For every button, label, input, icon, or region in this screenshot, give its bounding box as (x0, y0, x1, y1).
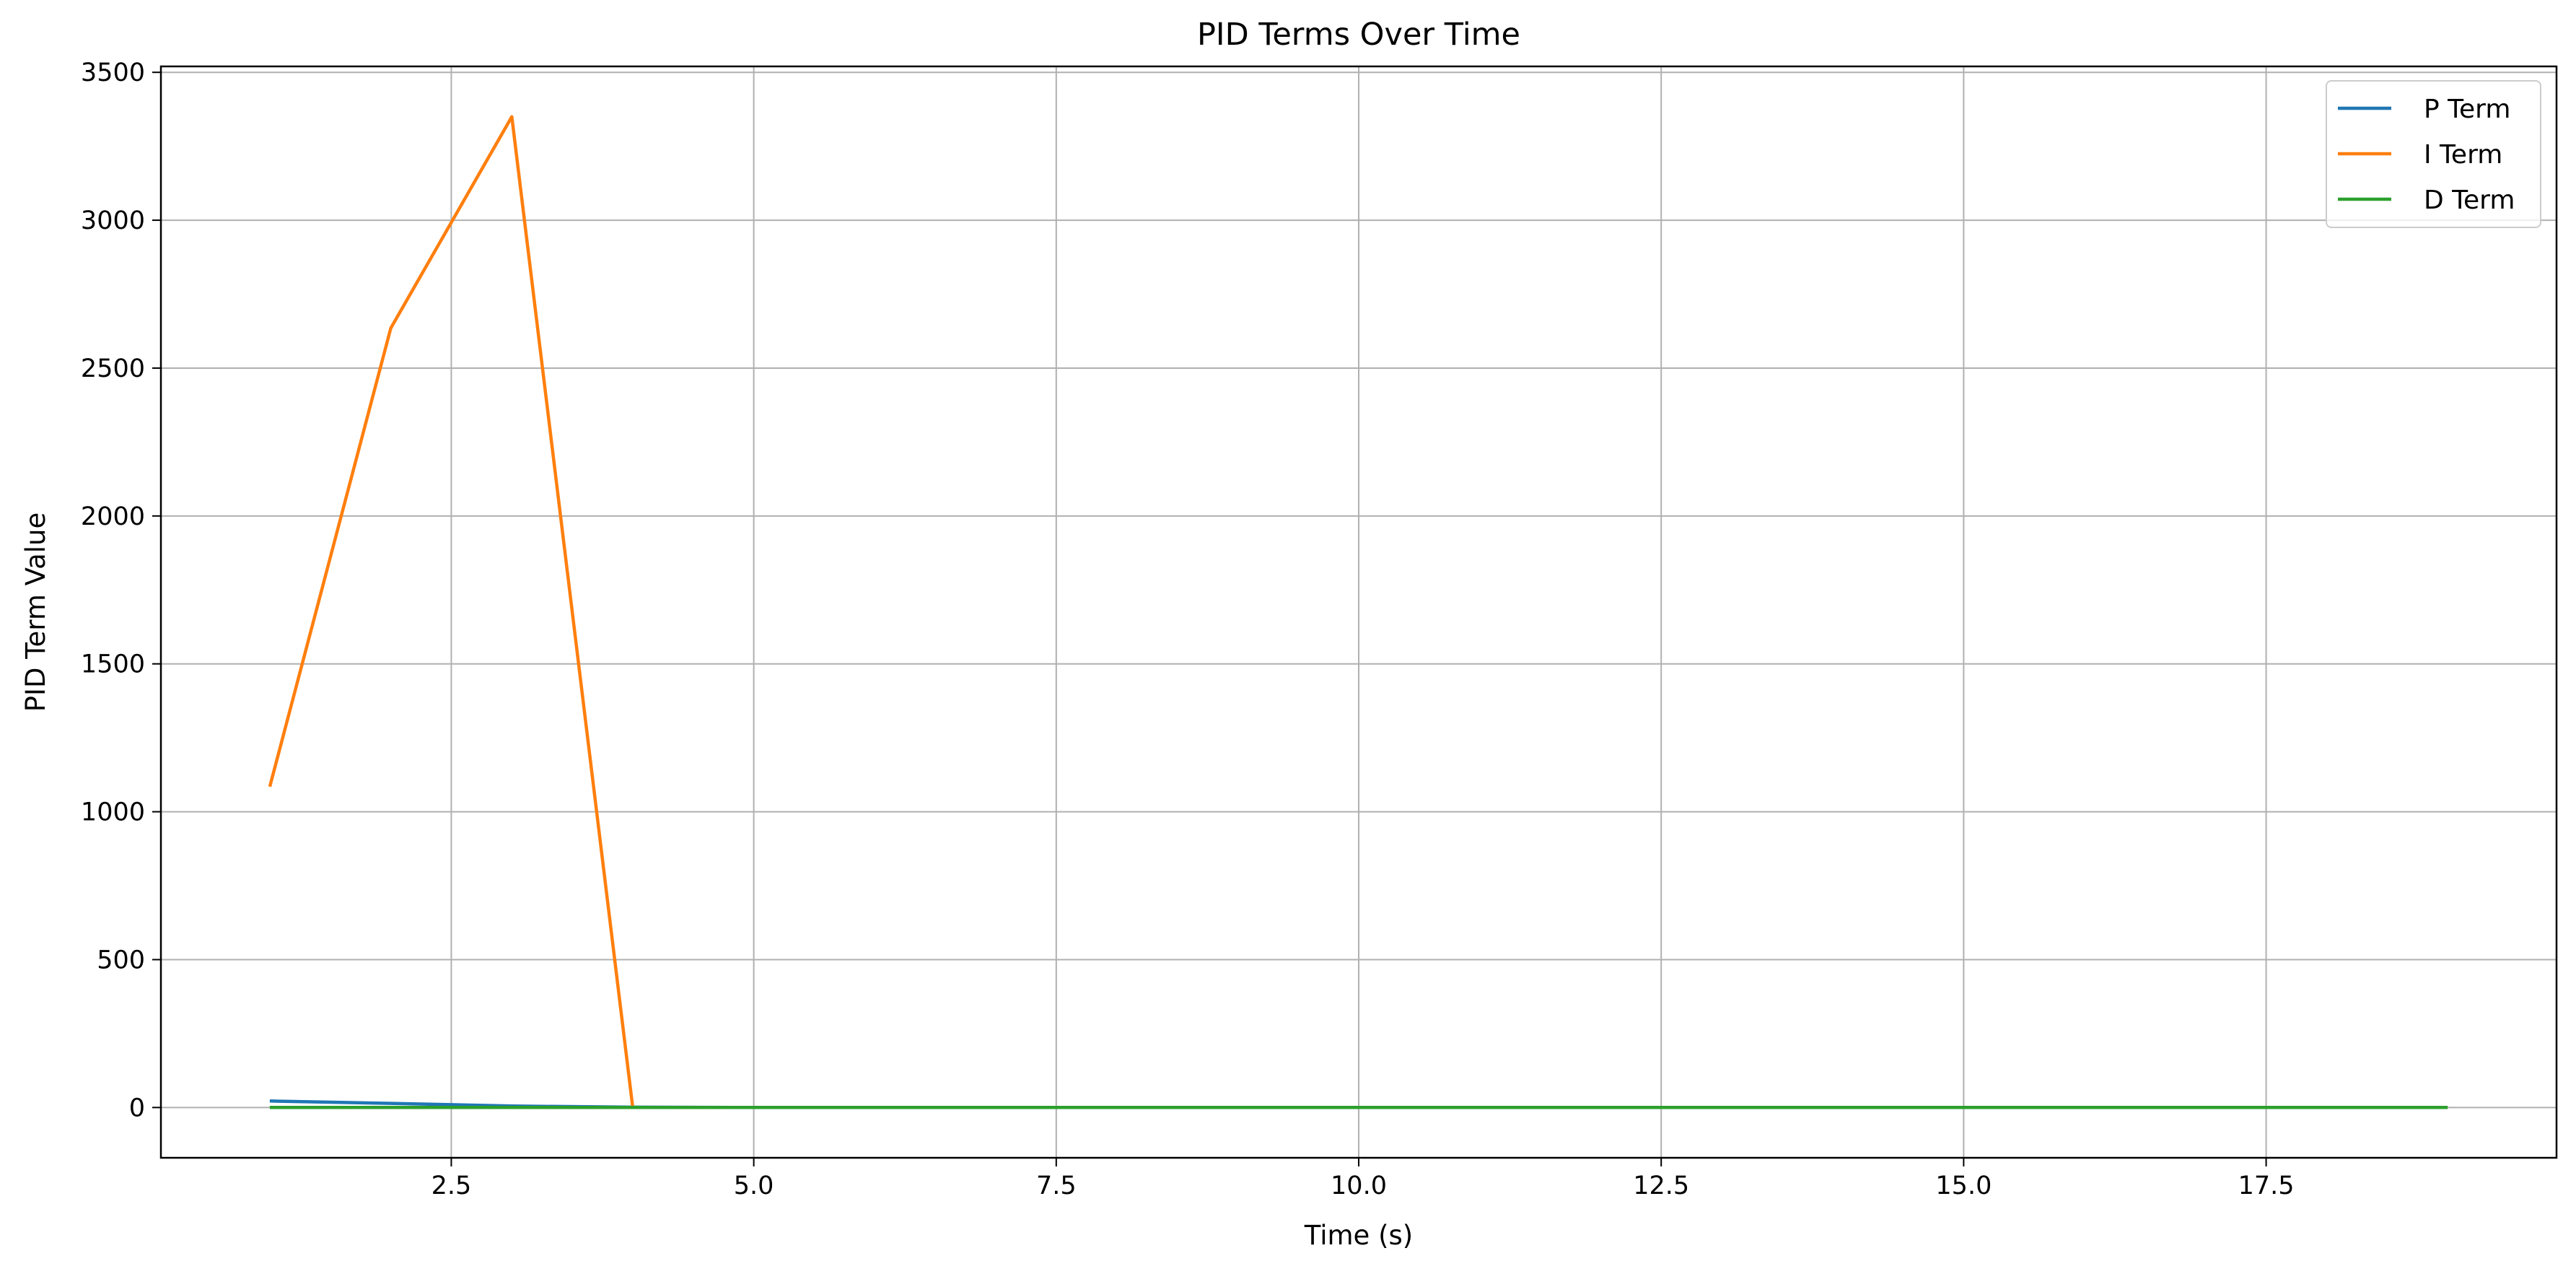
x-axis-label: Time (s) (1304, 1220, 1413, 1251)
y-tick-label: 2000 (81, 502, 145, 531)
y-axis: 0 500 1000 1500 2000 2500 3000 3500 (81, 58, 161, 1122)
y-tick-label: 2500 (81, 354, 145, 383)
x-axis: 2.5 5.0 7.5 10.0 12.5 15.0 17.5 (431, 1158, 2295, 1200)
legend-label-d-term: D Term (2424, 186, 2515, 215)
x-tick-label: 2.5 (431, 1172, 472, 1200)
y-tick-label: 0 (129, 1094, 145, 1122)
legend-label-i-term: I Term (2424, 140, 2502, 170)
x-tick-label: 7.5 (1036, 1172, 1077, 1200)
x-tick-label: 12.5 (1633, 1172, 1689, 1200)
y-tick-label: 3000 (81, 206, 145, 235)
y-tick-label: 1000 (81, 798, 145, 827)
y-tick-label: 3500 (81, 58, 145, 87)
legend: P Term I Term D Term (2326, 80, 2541, 228)
x-tick-label: 10.0 (1331, 1172, 1387, 1200)
y-axis-label: PID Term Value (20, 512, 51, 712)
legend-box (2326, 80, 2541, 228)
x-tick-label: 5.0 (734, 1172, 774, 1200)
chart-title: PID Terms Over Time (1197, 17, 1520, 53)
x-tick-label: 17.5 (2238, 1172, 2295, 1200)
legend-label-p-term: P Term (2424, 95, 2510, 124)
y-tick-label: 1500 (81, 650, 145, 679)
x-tick-label: 15.0 (1935, 1172, 1992, 1200)
series-lines (268, 115, 2448, 1109)
y-tick-label: 500 (97, 946, 145, 974)
